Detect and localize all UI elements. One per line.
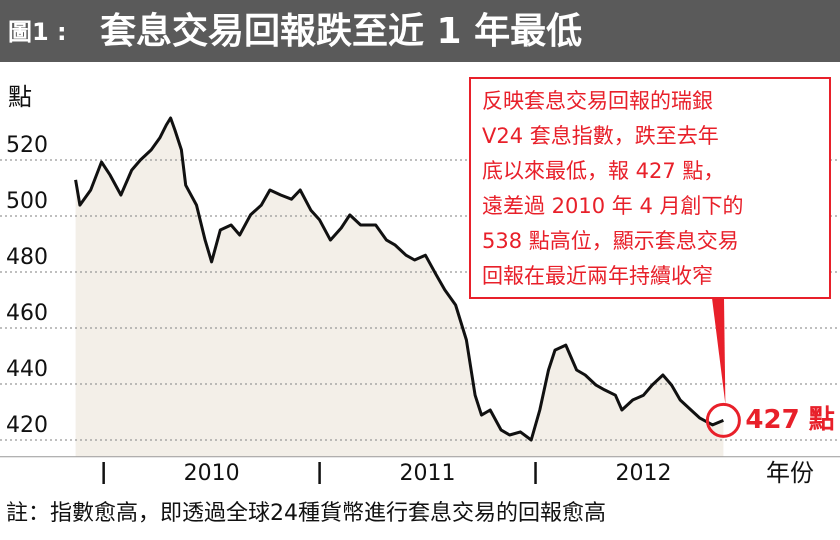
- y-axis-label: 點: [8, 83, 32, 111]
- annotation-text: 回報在最近兩年持續收窄: [482, 264, 713, 288]
- x-tick-label: 2011: [400, 461, 456, 486]
- y-tick-label: 420: [6, 413, 48, 438]
- annotation-text: 遠差過 2010 年 4 月創下的: [482, 194, 744, 218]
- annotation-text: 底以來最低，報 427 點，: [482, 159, 724, 183]
- y-tick-label: 460: [6, 301, 48, 326]
- annotation-box: [469, 77, 831, 299]
- pointer: [712, 298, 726, 405]
- area: [75, 118, 724, 457]
- series-line: [74, 116, 724, 442]
- annotation-text: 538 點高位，顯示套息交易: [482, 229, 739, 253]
- end-point-marker: [705, 402, 741, 438]
- annotation-text: 反映套息交易回報的瑞銀: [482, 89, 713, 113]
- x-axis-label: 年份: [766, 459, 814, 487]
- y-tick-label: 520: [6, 133, 48, 158]
- y-tick-label: 500: [6, 189, 48, 214]
- title-prefix: 圖1 :: [8, 18, 67, 46]
- chart-title: 套息交易回報跌至近 1 年最低: [100, 10, 582, 52]
- x-tick-label: 2010: [184, 461, 240, 486]
- y-tick-label: 440: [6, 357, 48, 382]
- end-label: 427 點: [745, 405, 834, 435]
- title-bar: [0, 0, 840, 62]
- footnote: 註：指數愈高，即透過全球24種貨幣進行套息交易的回報愈高: [6, 501, 606, 526]
- x-tick-label: 2012: [615, 461, 671, 486]
- annotation-text: V24 套息指數，跌至去年: [482, 124, 719, 148]
- y-tick-label: 480: [6, 245, 48, 270]
